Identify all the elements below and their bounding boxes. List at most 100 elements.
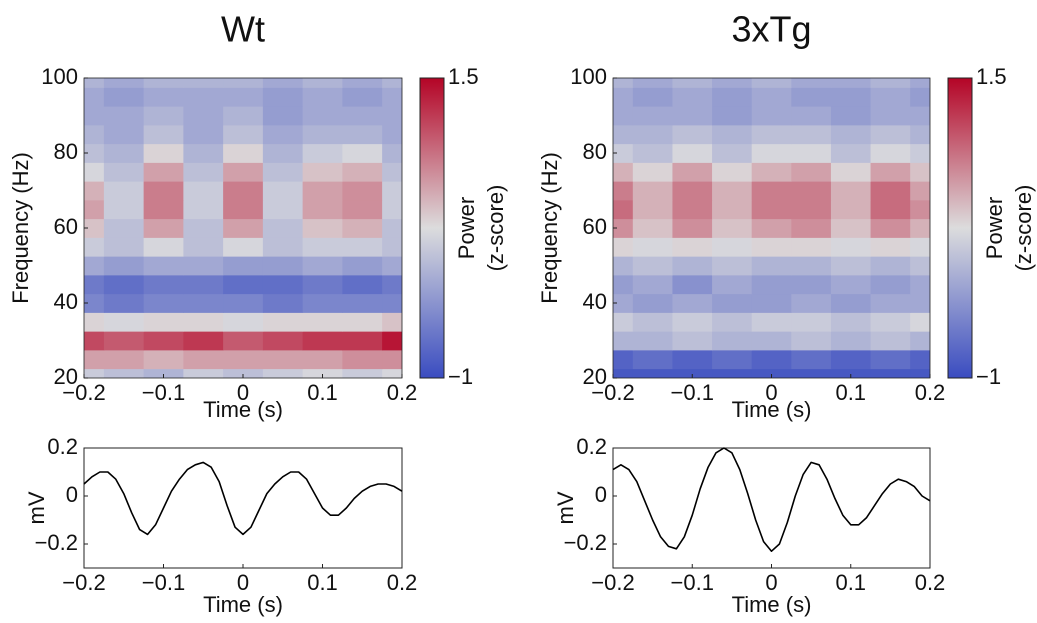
heatmap-cell bbox=[342, 274, 383, 295]
heatmap-cell bbox=[672, 124, 713, 145]
heatmap-cell bbox=[143, 274, 184, 295]
heatmap-cell bbox=[223, 87, 264, 107]
heatmap-cell bbox=[791, 293, 832, 313]
heatmap-cell bbox=[870, 181, 911, 201]
heatmap-cell bbox=[613, 274, 634, 295]
heatmap-cell bbox=[262, 181, 304, 201]
heatmap-cell bbox=[262, 274, 304, 295]
heatmap-cell bbox=[870, 106, 911, 126]
heatmap-cell bbox=[672, 181, 713, 201]
heatmap-cell bbox=[632, 78, 673, 88]
heatmap-cell bbox=[302, 181, 343, 201]
colorbar bbox=[947, 77, 973, 379]
x-tick-label: 0.1 bbox=[307, 380, 338, 405]
heatmap-cell bbox=[613, 293, 634, 313]
y-axis-label: mV bbox=[553, 491, 578, 524]
heatmap-cell bbox=[302, 124, 343, 145]
heatmap-cell bbox=[103, 162, 145, 182]
x-axis-label: Time (s) bbox=[732, 397, 812, 422]
heatmap-cell bbox=[712, 256, 753, 276]
heatmap-cell bbox=[262, 143, 304, 163]
y-tick-label: −0.2 bbox=[564, 530, 607, 555]
heatmap-cell bbox=[143, 349, 184, 370]
heatmap-cell bbox=[613, 78, 634, 88]
heatmap-cell bbox=[262, 199, 304, 220]
heatmap-cell bbox=[910, 199, 930, 220]
heatmap-cell bbox=[672, 199, 713, 220]
heatmap-cell bbox=[382, 143, 402, 163]
heatmap-cell bbox=[830, 237, 872, 257]
heatmap-cell bbox=[712, 162, 753, 182]
heatmap-cell bbox=[143, 218, 184, 238]
heatmap-cell bbox=[751, 312, 792, 332]
y-tick-label: 80 bbox=[583, 139, 607, 164]
x-tick-label: −0.1 bbox=[671, 380, 714, 405]
heatmap-cell bbox=[613, 181, 634, 201]
heatmap-cell bbox=[672, 106, 713, 126]
heatmap-cell bbox=[262, 368, 304, 378]
heatmap-cell bbox=[672, 331, 713, 351]
heatmap-cell bbox=[143, 312, 184, 332]
heatmap-cell bbox=[84, 218, 105, 238]
heatmap-cell bbox=[870, 349, 911, 370]
heatmap-cell bbox=[712, 312, 753, 332]
heatmap-cell bbox=[870, 312, 911, 332]
x-tick-label: 0 bbox=[237, 570, 249, 595]
heatmap-cell bbox=[791, 162, 832, 182]
x-tick-label: 0.2 bbox=[387, 380, 418, 405]
heatmap-cell bbox=[870, 331, 911, 351]
x-tick-label: −0.2 bbox=[591, 570, 634, 595]
x-tick-label: −0.2 bbox=[62, 380, 105, 405]
x-tick-label: −0.1 bbox=[142, 380, 185, 405]
x-tick-label: −0.2 bbox=[591, 380, 634, 405]
heatmap-cell bbox=[262, 256, 304, 276]
heatmap-cell bbox=[751, 237, 792, 257]
heatmap-cell bbox=[751, 368, 792, 378]
heatmap-cell bbox=[342, 331, 383, 351]
y-tick-label: 40 bbox=[583, 289, 607, 314]
x-tick-label: 0.2 bbox=[387, 570, 418, 595]
heatmap-cell bbox=[672, 237, 713, 257]
heatmap-cell bbox=[183, 199, 224, 220]
heatmap-cell bbox=[84, 349, 105, 370]
heatmap-cell bbox=[143, 256, 184, 276]
heatmap-cell bbox=[632, 218, 673, 238]
heatmap-cell bbox=[830, 274, 872, 295]
heatmap-cell bbox=[302, 87, 343, 107]
heatmap-cell bbox=[910, 124, 930, 145]
heatmap-cell bbox=[751, 143, 792, 163]
heatmap-cell bbox=[262, 237, 304, 257]
heatmap-cell bbox=[672, 256, 713, 276]
heatmap-cell bbox=[223, 368, 264, 378]
heatmap-cell bbox=[791, 199, 832, 220]
heatmap-cell bbox=[382, 293, 402, 313]
heatmap-cell bbox=[382, 331, 402, 351]
heatmap-cell bbox=[870, 237, 911, 257]
heatmap-cell bbox=[632, 349, 673, 370]
heatmap-cell bbox=[302, 106, 343, 126]
heatmap-cell bbox=[712, 124, 753, 145]
heatmap-cell bbox=[183, 293, 224, 313]
heatmap-cell bbox=[613, 162, 634, 182]
heatmap-cell bbox=[143, 124, 184, 145]
heatmap-cell bbox=[183, 78, 224, 88]
heatmap-cell bbox=[382, 274, 402, 295]
heatmap-cell bbox=[262, 218, 304, 238]
x-tick-label: −0.1 bbox=[671, 570, 714, 595]
heatmap-cell bbox=[262, 106, 304, 126]
heatmap-cell bbox=[143, 78, 184, 88]
heatmap-cell bbox=[302, 237, 343, 257]
heatmap-cell bbox=[632, 106, 673, 126]
colorbar-label: Power bbox=[454, 197, 479, 259]
y-tick-label: 20 bbox=[583, 364, 607, 389]
x-tick-label: 0.2 bbox=[915, 380, 946, 405]
heatmap-cell bbox=[910, 293, 930, 313]
heatmap-cell bbox=[791, 274, 832, 295]
heatmap-cell bbox=[342, 181, 383, 201]
heatmap-cell bbox=[712, 237, 753, 257]
heatmap-cell bbox=[712, 143, 753, 163]
heatmap-cell bbox=[870, 293, 911, 313]
heatmap-cell bbox=[382, 349, 402, 370]
heatmap-cell bbox=[183, 106, 224, 126]
heatmap-cell bbox=[223, 312, 264, 332]
